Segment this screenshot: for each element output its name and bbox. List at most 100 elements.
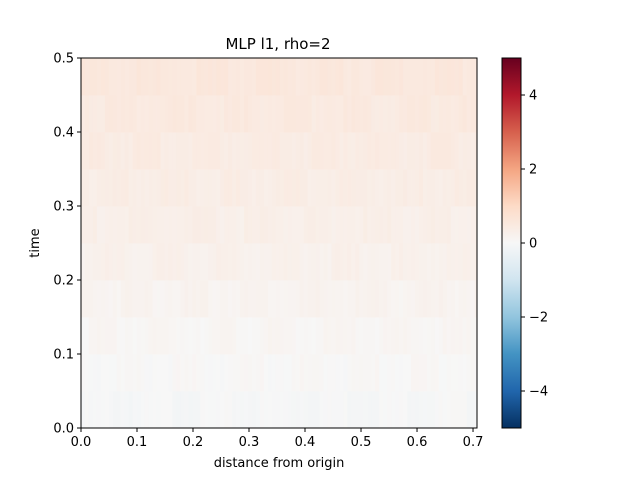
heatmap-cell (232, 169, 237, 207)
heatmap-cell (450, 58, 456, 96)
heatmap-cell (375, 169, 380, 207)
heatmap-cell (136, 169, 142, 207)
heatmap-cell (279, 317, 285, 355)
heatmap-cell (299, 317, 305, 355)
heatmap-cell (204, 354, 209, 392)
heatmap-cell (311, 58, 316, 96)
heatmap-cell (359, 391, 364, 429)
heatmap-cell (295, 132, 301, 170)
heatmap-cell (383, 354, 388, 392)
heatmap-cell (148, 317, 153, 355)
heatmap-cell (430, 280, 436, 318)
heatmap-cell (108, 95, 114, 133)
heatmap-cell (208, 280, 213, 318)
heatmap-cell (188, 95, 193, 133)
heatmap-cell (279, 280, 285, 318)
heatmap-cell (462, 206, 468, 244)
heatmap-cell (216, 206, 221, 244)
heatmap-cell (474, 280, 478, 318)
heatmap-cell (240, 58, 245, 96)
heatmap-cell (224, 169, 229, 207)
heatmap-cell (148, 58, 153, 96)
heatmap-cell (438, 280, 444, 318)
heatmap-cell (259, 243, 265, 281)
heatmap-cell (275, 391, 281, 429)
heatmap-cell (442, 280, 448, 318)
heatmap-cell (418, 206, 424, 244)
heatmap-cell (263, 280, 269, 318)
heatmap-cell (108, 169, 114, 207)
heatmap-cell (220, 280, 225, 318)
heatmap-cell (192, 317, 197, 355)
heatmap-cell (426, 169, 432, 207)
heatmap-cell (291, 243, 297, 281)
heatmap-cell (148, 95, 153, 133)
heatmap-cell (168, 391, 173, 429)
heatmap-cell (454, 354, 460, 392)
heatmap-cell (116, 58, 122, 96)
heatmap-cell (271, 354, 277, 392)
heatmap-cell (367, 169, 372, 207)
heatmap-cell (152, 280, 157, 318)
heatmap-cell (259, 206, 265, 244)
heatmap-cell (403, 243, 408, 281)
heatmap-cell (184, 391, 189, 429)
heatmap-cell (128, 58, 134, 96)
heatmap-cell (347, 354, 352, 392)
heatmap-cell (116, 280, 122, 318)
heatmap-cell (156, 132, 161, 170)
heatmap-cell (259, 132, 265, 170)
heatmap-cell (128, 243, 134, 281)
heatmap-cell (391, 243, 396, 281)
heatmap-cell (176, 354, 181, 392)
heatmap-cell (255, 132, 261, 170)
heatmap-cell (176, 243, 181, 281)
heatmap-cell (132, 354, 138, 392)
heatmap-cell (104, 132, 110, 170)
heatmap-cell (259, 169, 265, 207)
heatmap-cell (267, 280, 273, 318)
heatmap-cell (81, 243, 86, 281)
heatmap-cell (172, 169, 177, 207)
heatmap-cell (232, 280, 237, 318)
heatmap-cell (232, 132, 237, 170)
heatmap-cell (355, 391, 360, 429)
heatmap-cell (458, 243, 464, 281)
heatmap-cell (160, 169, 165, 207)
heatmap-cell (347, 132, 352, 170)
heatmap-cell (450, 95, 456, 133)
heatmap-cell (204, 317, 209, 355)
heatmap-cell (196, 169, 201, 207)
heatmap-cell (240, 280, 245, 318)
heatmap-cell (108, 243, 114, 281)
heatmap-cell (196, 95, 201, 133)
heatmap-cell (387, 243, 392, 281)
heatmap-cell (84, 169, 90, 207)
heatmap-cell (311, 317, 316, 355)
heatmap-cell (156, 58, 161, 96)
heatmap-cell (418, 58, 424, 96)
heatmap-cell (403, 280, 408, 318)
heatmap-cell (184, 58, 189, 96)
heatmap-cell (192, 354, 197, 392)
heatmap-cell (399, 391, 404, 429)
heatmap-cell (120, 95, 126, 133)
heatmap-cell (351, 58, 356, 96)
heatmap-cell (224, 206, 229, 244)
heatmap-cell (196, 132, 201, 170)
heatmap-cell (236, 243, 241, 281)
heatmap-cell (403, 354, 408, 392)
heatmap-cell (375, 280, 380, 318)
heatmap-cell (291, 132, 297, 170)
heatmap-cell (144, 391, 149, 429)
heatmap-cell (263, 206, 269, 244)
heatmap-cell (112, 58, 118, 96)
heatmap-cell (367, 132, 372, 170)
heatmap-cell (287, 280, 293, 318)
heatmap-cell (355, 354, 360, 392)
heatmap-cell (415, 58, 420, 96)
heatmap-cell (164, 206, 169, 244)
heatmap-cell (379, 243, 384, 281)
heatmap-cell (403, 58, 408, 96)
heatmap-cell (164, 169, 169, 207)
